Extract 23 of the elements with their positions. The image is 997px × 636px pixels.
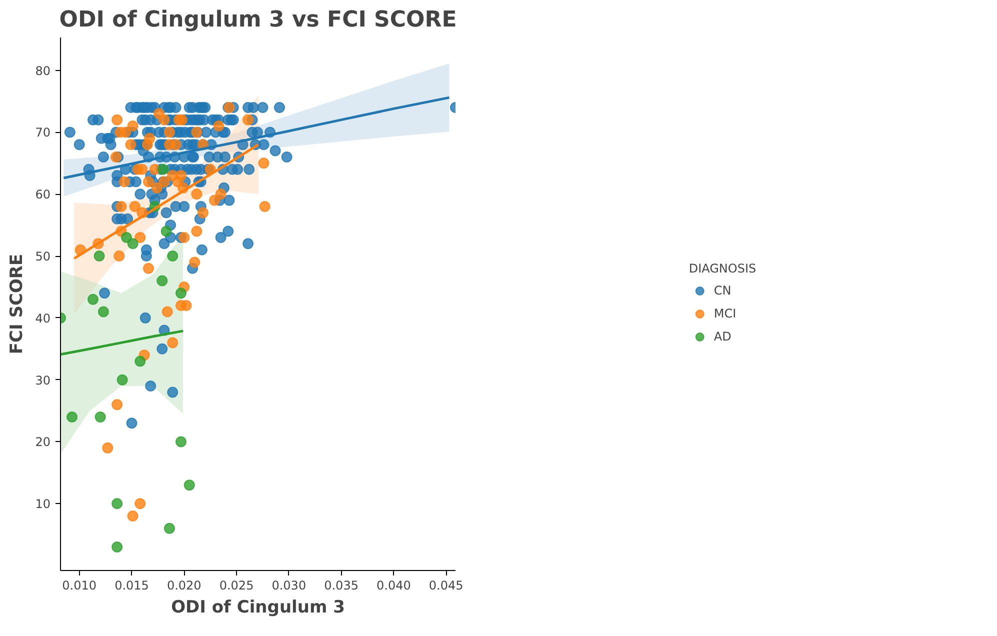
chart-title: ODI of Cingulum 3 vs FCI SCORE bbox=[59, 8, 457, 32]
y-tick-label: 10 bbox=[35, 497, 51, 512]
legend-label: AD bbox=[714, 329, 732, 343]
x-tick-label: 0.025 bbox=[219, 578, 254, 592]
x-tick-label: 0.035 bbox=[324, 578, 358, 592]
y-tick-label: 20 bbox=[35, 435, 51, 450]
y-tick-label: 30 bbox=[35, 373, 51, 388]
x-tick-label: 0.020 bbox=[166, 578, 202, 592]
legend-label: CN bbox=[714, 283, 732, 297]
y-tick-label: 80 bbox=[35, 64, 51, 78]
y-tick-label: 50 bbox=[35, 250, 51, 264]
x-tick-label: 0.010 bbox=[62, 578, 97, 592]
y-axis-title: FCI SCORE bbox=[7, 254, 28, 354]
x-axis-title: ODI of Cingulum 3 bbox=[171, 598, 345, 618]
x-tick-label: 0.015 bbox=[114, 578, 149, 592]
y-tick-label: 70 bbox=[35, 126, 51, 140]
y-tick-label: 40 bbox=[35, 311, 51, 326]
legend-label: MCI bbox=[714, 306, 736, 320]
x-tick-label: 0.030 bbox=[272, 578, 306, 592]
y-tick-label: 60 bbox=[35, 188, 51, 202]
x-tick-label: 0.040 bbox=[376, 578, 411, 592]
legend-title: DIAGNOSIS bbox=[688, 261, 756, 275]
x-tick-label: 0.045 bbox=[428, 578, 464, 592]
